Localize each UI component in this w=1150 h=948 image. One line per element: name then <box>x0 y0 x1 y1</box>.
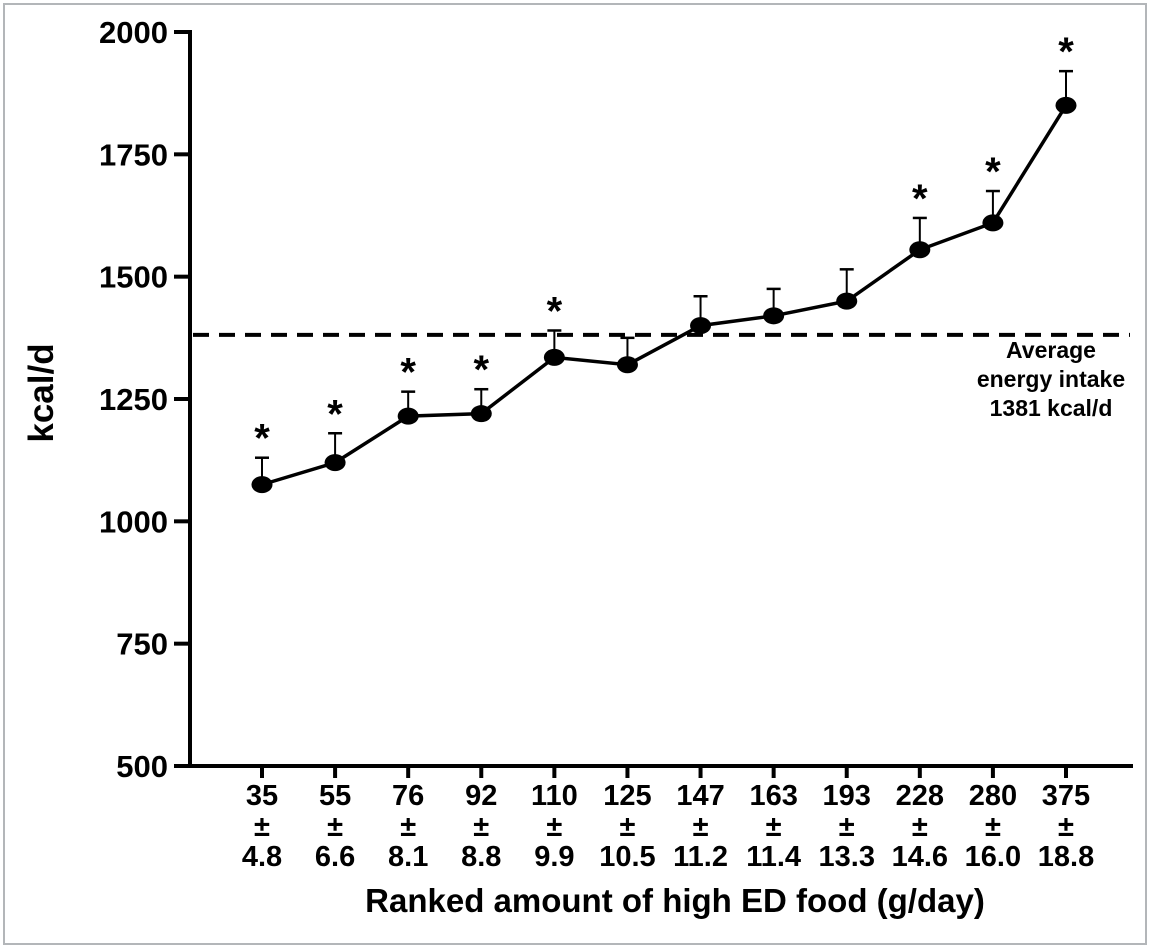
y-tick-label: 1500 <box>99 260 168 295</box>
y-tick-label: 2000 <box>99 15 168 50</box>
x-tick-plus-minus: ± <box>912 811 928 843</box>
significance-asterisk: * <box>985 150 1001 194</box>
x-tick-plus-minus: ± <box>327 811 343 843</box>
x-tick-amount: 193 <box>823 780 871 812</box>
significance-asterisk: * <box>473 348 489 392</box>
x-tick-plus-minus: ± <box>400 811 416 843</box>
significance-asterisk: * <box>1058 30 1074 74</box>
x-tick-sem: 10.5 <box>599 841 655 873</box>
y-tick-label: 1000 <box>99 504 168 539</box>
x-tick-amount: 147 <box>676 780 724 812</box>
x-tick-sem: 11.4 <box>746 841 801 873</box>
x-tick-sem: 9.9 <box>534 841 574 873</box>
y-tick-label: 1750 <box>99 137 168 172</box>
x-axis-title: Ranked amount of high ED food (g/day) <box>365 882 985 919</box>
data-point-marker <box>763 307 785 325</box>
significance-asterisk: * <box>400 351 416 395</box>
x-tick-amount: 76 <box>392 780 424 812</box>
y-tick-label: 500 <box>116 749 168 784</box>
y-axis-title: kcal/d <box>22 343 61 443</box>
x-tick-plus-minus: ± <box>1058 811 1074 843</box>
data-point-marker <box>324 454 346 472</box>
x-tick-plus-minus: ± <box>839 811 855 843</box>
x-tick-plus-minus: ± <box>766 811 782 843</box>
data-point-marker <box>251 476 273 494</box>
x-tick-sem: 14.6 <box>892 841 948 873</box>
x-tick-plus-minus: ± <box>546 811 562 843</box>
x-tick-sem: 11.2 <box>673 841 728 873</box>
significance-asterisk: * <box>254 417 270 461</box>
data-point-marker <box>470 405 492 423</box>
x-tick-sem: 8.8 <box>461 841 501 873</box>
data-point-marker <box>836 292 858 310</box>
x-tick-amount: 92 <box>465 780 497 812</box>
y-tick-label: 750 <box>116 627 168 662</box>
series-line <box>261 104 1068 487</box>
data-point-marker <box>1055 96 1077 114</box>
x-tick-amount: 55 <box>319 780 351 812</box>
x-tick-plus-minus: ± <box>473 811 489 843</box>
x-tick-sem: 18.8 <box>1038 841 1094 873</box>
x-tick-sem: 4.8 <box>242 841 282 873</box>
x-tick-plus-minus: ± <box>693 811 709 843</box>
x-tick-plus-minus: ± <box>985 811 1001 843</box>
data-point-marker <box>909 241 931 259</box>
data-point-marker <box>397 407 419 425</box>
average-line-annotation: Average energy intake 1381 kcal/d <box>901 336 1150 423</box>
x-tick-amount: 228 <box>896 780 944 812</box>
x-tick-plus-minus: ± <box>254 811 270 843</box>
x-tick-amount: 35 <box>246 780 278 812</box>
x-tick-amount: 125 <box>603 780 651 812</box>
x-tick-amount: 163 <box>749 780 797 812</box>
annotation-line-3: 1381 kcal/d <box>989 395 1113 421</box>
significance-asterisk: * <box>327 392 343 436</box>
x-tick-amount: 280 <box>969 780 1017 812</box>
x-tick-plus-minus: ± <box>619 811 635 843</box>
x-tick-sem: 8.1 <box>388 841 428 873</box>
y-tick-label: 1250 <box>99 382 168 417</box>
data-point-marker <box>543 348 565 366</box>
x-tick-sem: 16.0 <box>965 841 1021 873</box>
annotation-line-2: energy intake <box>976 366 1126 392</box>
significance-asterisk: * <box>912 177 928 221</box>
x-tick-amount: 110 <box>531 780 578 812</box>
annotation-line-1: Average <box>1006 337 1096 363</box>
x-tick-sem: 13.3 <box>819 841 875 873</box>
significance-asterisk: * <box>547 289 563 333</box>
data-point-marker <box>690 317 712 335</box>
x-tick-sem: 6.6 <box>315 841 355 873</box>
data-point-marker <box>982 214 1004 232</box>
data-point-marker <box>616 356 638 374</box>
x-tick-amount: 375 <box>1042 780 1090 812</box>
